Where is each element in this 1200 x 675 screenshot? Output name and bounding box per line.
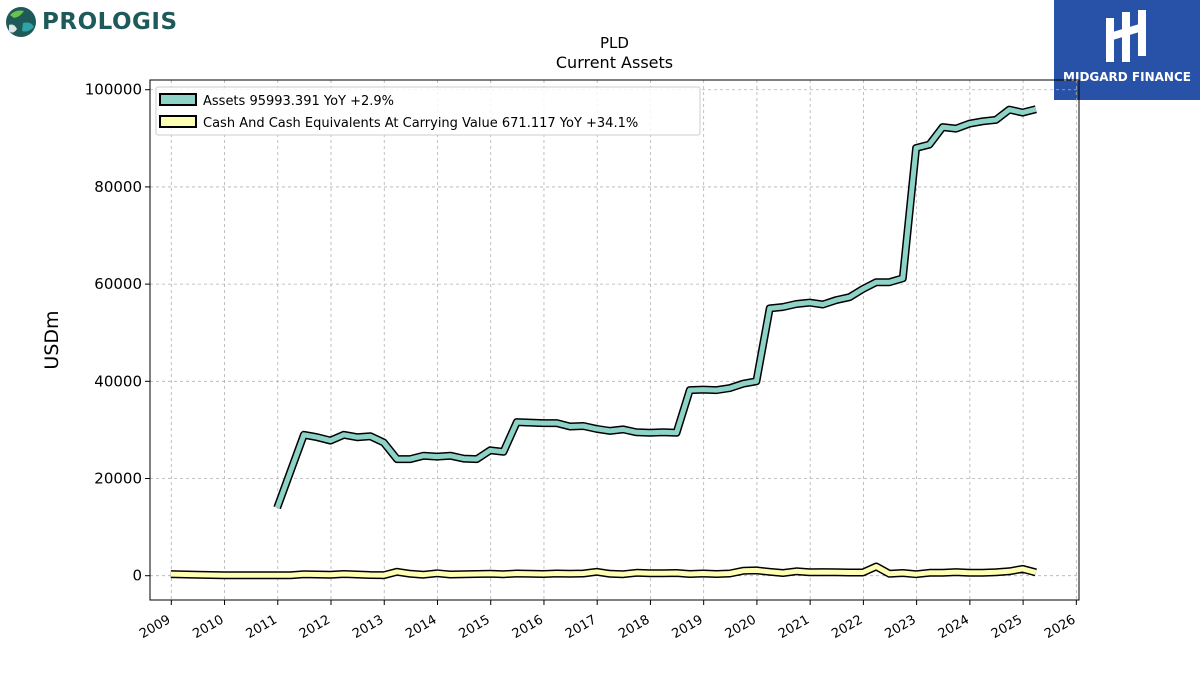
legend: Assets 95993.391 YoY +2.9% Cash And Cash… — [155, 86, 701, 136]
plot-frame — [149, 79, 1080, 601]
x-tick-label: 2011 — [244, 612, 280, 642]
x-tick-label: 2018 — [616, 612, 652, 642]
legend-swatch-cash — [159, 115, 197, 128]
y-tick-label: 20000 — [94, 470, 142, 488]
x-tick-label: 2014 — [403, 612, 439, 642]
x-tick-label: 2025 — [989, 612, 1025, 642]
prologis-wordmark: PROLOGIS — [42, 9, 178, 35]
x-tick-label: 2016 — [510, 612, 546, 642]
y-axis: 0 20000 40000 60000 80000 100000 — [85, 81, 150, 585]
series-layer — [170, 105, 1037, 580]
legend-label-assets: Assets 95993.391 YoY +2.9% — [203, 94, 394, 109]
x-tick-label: 2010 — [190, 612, 226, 642]
x-tick-label: 2013 — [350, 612, 386, 642]
legend-label-cash: Cash And Cash Equivalents At Carrying Va… — [203, 116, 638, 131]
y-tick-label: 80000 — [94, 178, 142, 196]
series-line-cash — [170, 564, 1037, 578]
chart-subtitle: Current Assets — [556, 53, 673, 72]
x-tick-label: 2026 — [1042, 612, 1078, 642]
midgard-finance-name: MIDGARD FINANCE — [1063, 70, 1191, 84]
y-tick-label: 60000 — [94, 275, 142, 293]
x-tick-label: 2009 — [137, 612, 173, 642]
x-tick-label: 2022 — [829, 612, 865, 642]
x-tick-label: 2017 — [563, 612, 599, 642]
x-tick-label: 2015 — [457, 612, 493, 642]
y-tick-label: 40000 — [94, 372, 142, 390]
x-tick-label: 2020 — [723, 612, 759, 642]
y-tick-label: 100000 — [85, 81, 142, 99]
legend-box — [155, 86, 701, 136]
midgard-finance-logo: MIDGARD FINANCE — [1054, 0, 1200, 100]
x-tick-label: 2019 — [670, 612, 706, 642]
x-tick-label: 2012 — [297, 612, 333, 642]
midgard-emblem-icon — [1106, 10, 1146, 62]
chart-title: PLD — [600, 34, 629, 52]
x-tick-label: 2021 — [776, 612, 812, 642]
y-tick-label: 0 — [132, 567, 142, 585]
y-axis-label: USDm — [41, 310, 63, 369]
x-axis: 2009 2010 2011 2012 2013 2014 2015 2016 2017 2018… — [137, 600, 1078, 642]
x-tick-label: 2024 — [936, 612, 972, 642]
legend-swatch-assets — [159, 93, 197, 106]
series-line-assets — [274, 106, 1037, 509]
x-tick-label: 2023 — [882, 612, 918, 642]
prologis-logo: PROLOGIS — [4, 4, 178, 40]
grid — [150, 80, 1079, 600]
prologis-globe-icon — [6, 7, 36, 37]
